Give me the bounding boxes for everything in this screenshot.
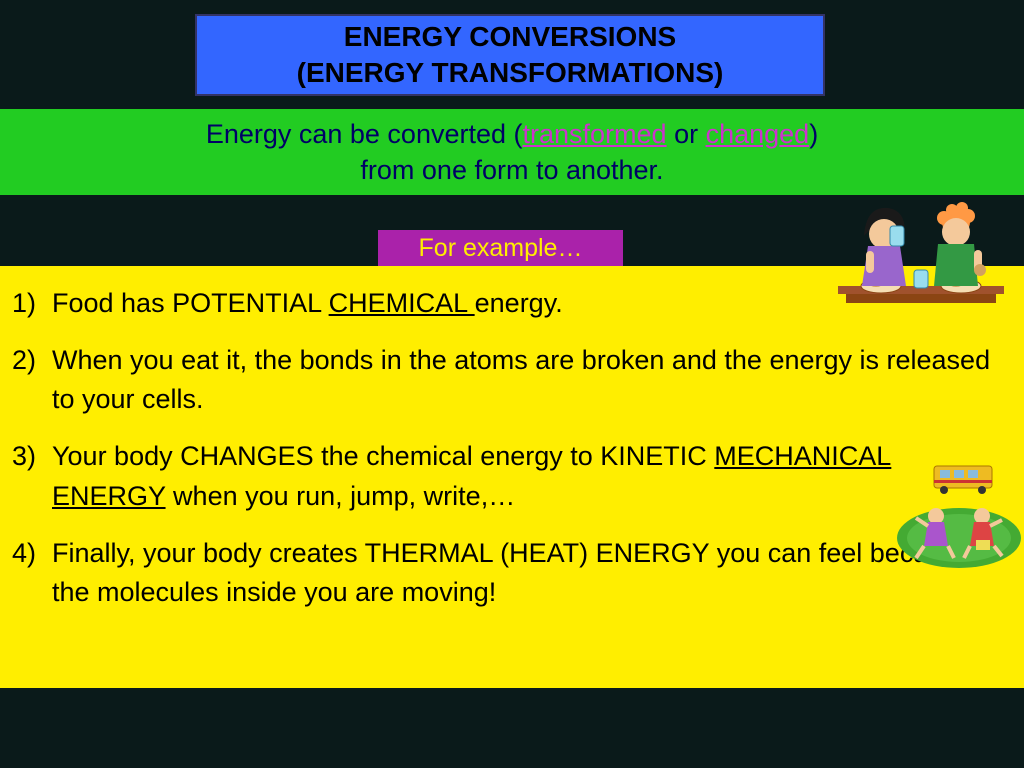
intro-banner: Energy can be converted (transformed or … xyxy=(0,109,1024,195)
content-panel: 1) Food has POTENTIAL CHEMICAL energy. 2… xyxy=(0,266,1024,688)
list-item: 3) Your body CHANGES the chemical energy… xyxy=(6,437,1000,515)
word-transformed: transformed xyxy=(523,119,667,149)
list-text: When you eat it, the bonds in the atoms … xyxy=(52,341,1000,419)
list-number: 1) xyxy=(6,284,52,323)
kids-eating-icon xyxy=(826,186,1016,326)
list-number: 4) xyxy=(6,534,52,612)
list-number: 2) xyxy=(6,341,52,419)
title-box: ENERGY CONVERSIONS (ENERGY TRANSFORMATIO… xyxy=(195,14,825,96)
list-text: Finally, your body creates THERMAL (HEAT… xyxy=(52,534,1000,612)
banner-line-1: Energy can be converted (transformed or … xyxy=(206,116,818,152)
list-number: 3) xyxy=(6,437,52,515)
banner-line-2: from one form to another. xyxy=(360,152,663,188)
example-label: For example… xyxy=(378,230,623,266)
kids-playing-icon xyxy=(894,460,1024,570)
list-text: Your body CHANGES the chemical energy to… xyxy=(52,437,1000,515)
title-line-1: ENERGY CONVERSIONS xyxy=(344,19,676,55)
list-item: 4) Finally, your body creates THERMAL (H… xyxy=(6,534,1000,612)
title-line-2: (ENERGY TRANSFORMATIONS) xyxy=(297,55,724,91)
list-item: 2) When you eat it, the bonds in the ato… xyxy=(6,341,1000,419)
word-changed: changed xyxy=(706,119,810,149)
